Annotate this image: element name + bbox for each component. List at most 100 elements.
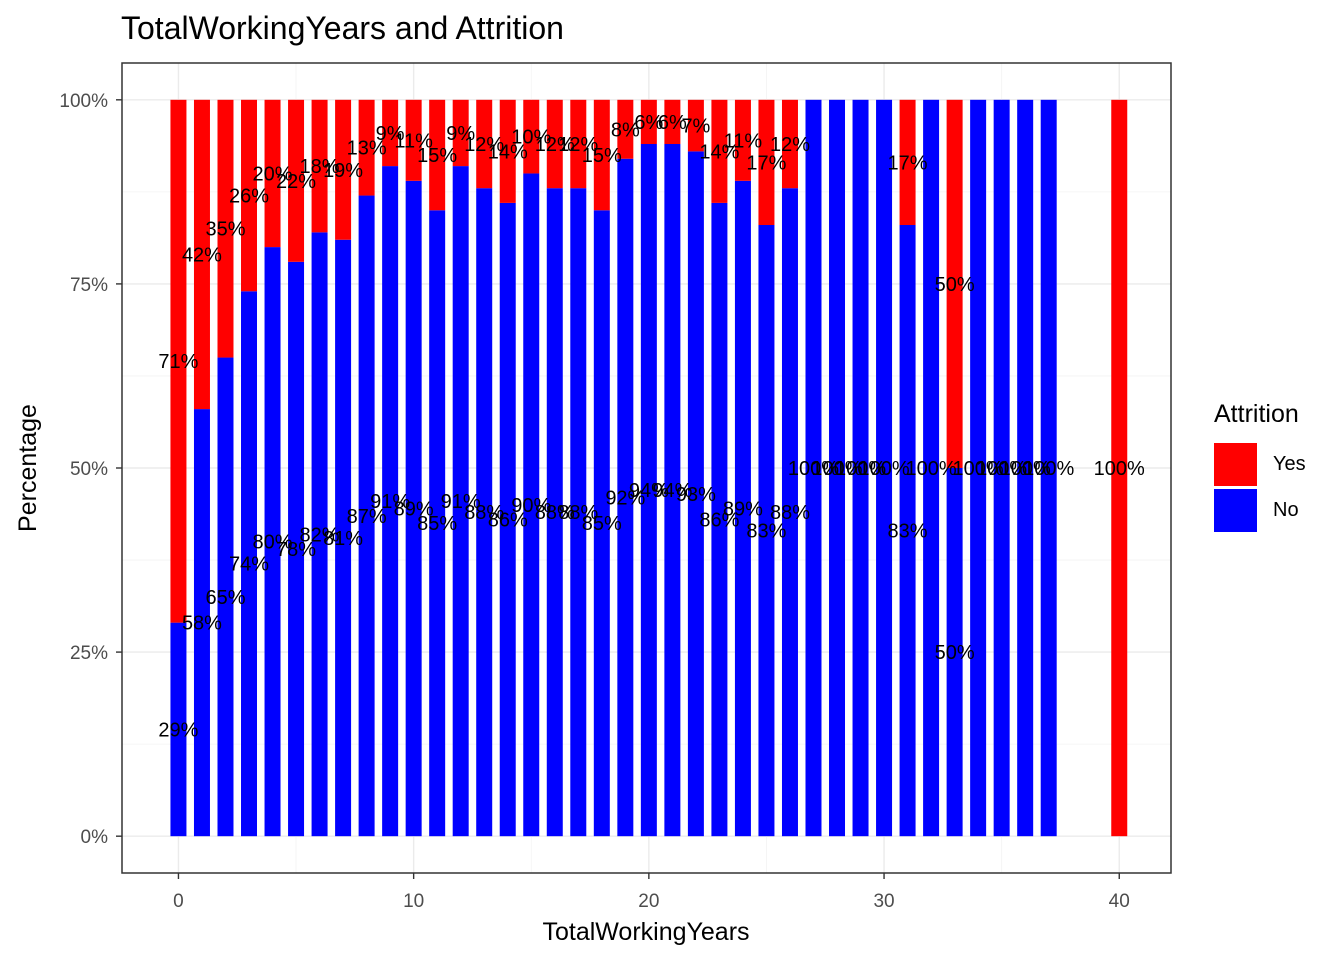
bar-no [288,261,305,837]
bar-label-yes: 100% [1094,458,1145,480]
bar-yes [429,99,446,211]
bar-label-no: 83% [888,521,928,543]
bar-label-yes: 17% [888,152,928,174]
bar-no [899,225,916,837]
bar-label-yes: 11% [394,130,433,152]
legend-label-no: No [1273,498,1299,521]
bar-no [382,166,399,837]
bar-yes [546,99,563,189]
axes: 0% 25% 50% 75% 100% 0 10 20 30 40 [59,91,1129,912]
bar-yes [640,99,657,144]
bar-no [476,188,493,837]
x-tick-label: 10 [403,891,424,912]
bar-no [640,144,657,837]
bar-yes [617,99,634,159]
bar-no [829,99,846,837]
bar-no [993,99,1010,837]
bar-label-no: 80% [253,532,293,554]
bar-label-no: 89% [394,499,434,521]
bar-yes [170,99,187,623]
legend-label-yes: Yes [1273,452,1306,475]
bar-label-yes: 13% [347,138,387,160]
bar-label-no: 81% [323,528,363,550]
bar-label-yes: 71% [158,351,198,373]
bar-no [664,144,681,837]
bar-label-no: 58% [182,613,222,635]
bar-no [734,180,751,837]
bar-yes [781,99,798,189]
bar-label-yes: 8% [611,119,640,141]
bar-no [452,166,469,837]
bar-no [193,409,210,837]
x-tick-label: 40 [1109,891,1130,912]
bar-label-yes: 17% [746,152,786,174]
bar-label-yes: 18% [300,156,340,178]
bar-yes [193,99,210,410]
bar-yes [476,99,493,189]
bar-label-no: 100% [811,458,862,480]
bar-no [241,291,258,837]
bar-label-yes: 12% [558,134,598,156]
bar-label-yes: 50% [935,274,975,296]
bar-no [617,158,634,837]
bar-label-no: 86% [699,510,739,532]
bar-yes [664,99,681,144]
y-tick-label: 25% [70,643,108,664]
bar-label-no: 82% [300,524,340,546]
bar-label-no: 29% [158,719,198,741]
bar-yes [899,99,916,225]
bar-no [711,202,728,837]
bar-label-yes: 12% [770,134,810,156]
y-tick-label: 75% [70,275,108,296]
bar-label-no: 88% [770,502,810,524]
bar-yes [382,99,399,167]
bar-label-no: 100% [953,458,1004,480]
bar-label-no: 90% [511,495,551,517]
bar-yes [241,99,258,292]
bar-label-yes: 20% [253,163,293,185]
bar-label-yes: 6% [634,112,663,134]
bar-label-no: 94% [652,480,692,502]
bar-yes [734,99,751,181]
y-axis-title: Percentage [14,404,42,532]
bar-no [781,188,798,837]
bar-yes [358,99,375,196]
bar-no [311,232,328,837]
bar-label-yes: 22% [276,171,316,193]
bar-no [687,151,704,837]
bar-label-yes: 15% [417,145,457,167]
bar-no [1017,99,1034,837]
bar-yes [264,99,281,248]
legend-swatch-yes [1214,442,1257,486]
bar-no [758,225,775,837]
bar-no [805,99,822,837]
bar-label-yes: 15% [582,145,622,167]
bar-label-no: 100% [788,458,839,480]
bar-label-no: 87% [347,506,387,528]
bar-yes [570,99,587,189]
bar-labels: 29% 71% 58% 42% 65% 35% 74% 26% 80% 20% 78% 22% 82% 1… [158,112,1145,742]
bar-no [923,99,940,837]
bar-label-yes: 12% [464,134,504,156]
bar-label-no: 88% [535,502,575,524]
bar-label-no: 91% [441,491,481,513]
bar-label-yes: 9% [376,123,405,145]
bar-label-no: 50% [935,642,975,664]
bar-no [335,239,352,837]
bar-no [546,188,563,837]
bar-label-yes: 26% [229,186,269,208]
bar-label-no: 85% [417,513,457,535]
bar-yes [593,99,610,211]
bar-yes [687,99,704,152]
bar-no [570,188,587,837]
bar-no [264,247,281,837]
legend-swatch-no [1214,488,1257,532]
bar-label-yes: 11% [724,130,763,152]
x-tick-label: 30 [873,891,894,912]
bar-label-no: 88% [464,502,504,524]
bar-no [170,622,187,837]
bar-label-no: 100% [976,458,1027,480]
bar-no [970,99,987,837]
bar-label-no: 100% [1023,458,1074,480]
x-axis-title: TotalWorkingYears [542,918,749,946]
